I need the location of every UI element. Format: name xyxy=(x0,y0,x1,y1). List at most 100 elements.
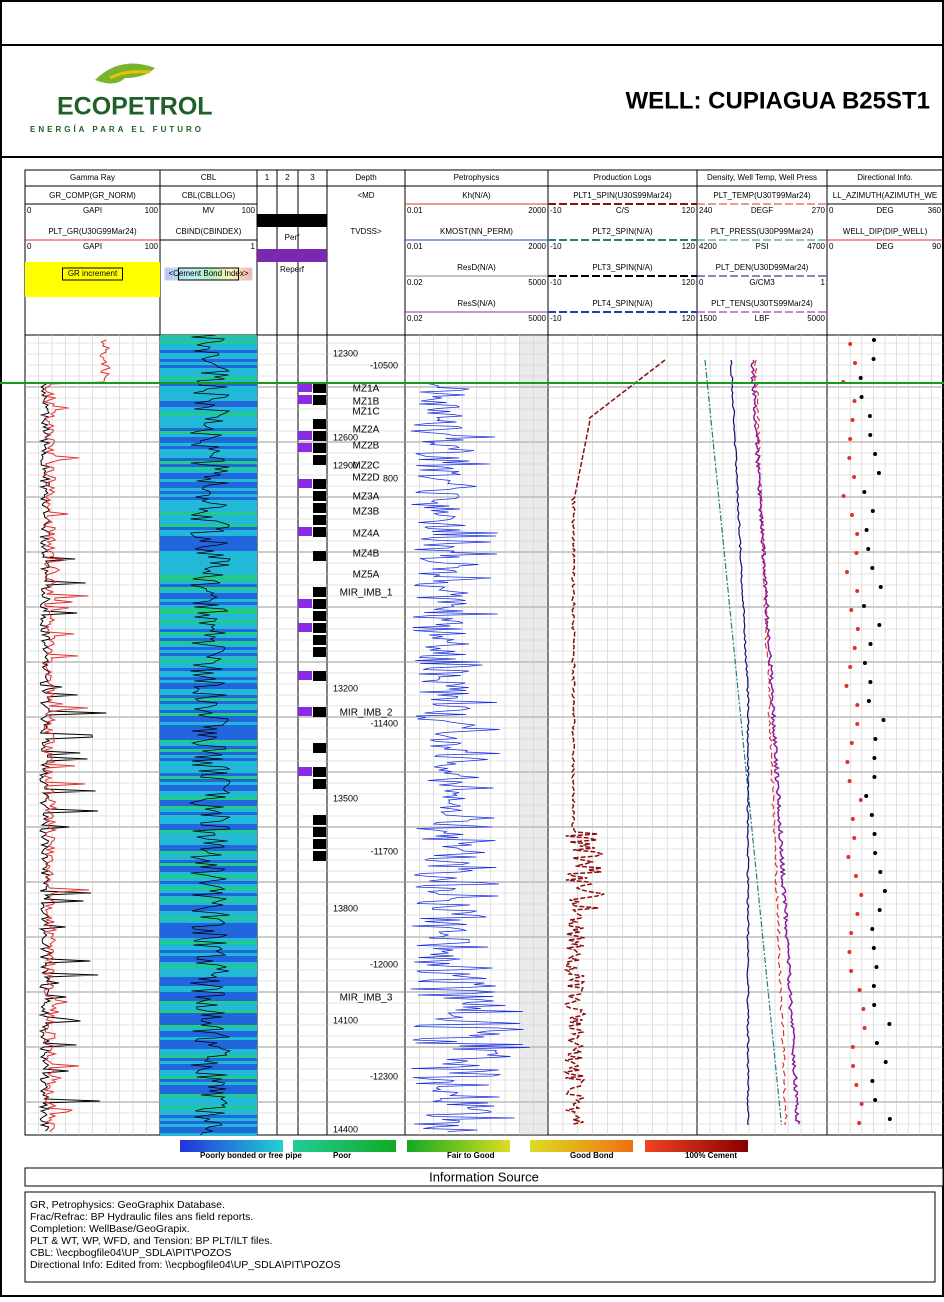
azimuth-dot xyxy=(883,889,887,893)
cbl-band xyxy=(160,593,257,596)
dip-dot xyxy=(852,399,856,403)
cbl-band xyxy=(160,857,257,860)
cbl-band xyxy=(160,920,257,923)
scale-max: 1 xyxy=(251,242,256,251)
cbl-band xyxy=(160,368,257,371)
scale-min: -10 xyxy=(550,206,562,215)
azimuth-dot xyxy=(873,737,877,741)
dip-dot xyxy=(854,874,858,878)
cbl-band xyxy=(160,971,257,974)
perf-interval xyxy=(313,623,326,633)
cbl-band xyxy=(160,470,257,473)
legend-box-label: <Cement Bond Index> xyxy=(168,269,248,278)
scale-max: 360 xyxy=(928,206,942,215)
cbl-band xyxy=(160,767,257,770)
scale-min: 0.02 xyxy=(407,278,423,287)
cbl-band xyxy=(160,965,257,968)
perf-interval xyxy=(313,599,326,609)
scale-max: 100 xyxy=(145,242,159,251)
scale-max: 120 xyxy=(682,278,696,287)
azimuth-dot xyxy=(872,357,876,361)
cbl-band xyxy=(160,698,257,701)
scale-unit: MV xyxy=(203,206,216,215)
scale-max: 100 xyxy=(242,206,256,215)
bond-legend-label: 100% Cement xyxy=(685,1151,737,1160)
cbl-band xyxy=(160,653,257,656)
curve-name: ResD(N/A) xyxy=(457,263,496,272)
cbl-band xyxy=(160,905,257,908)
cbl-band xyxy=(160,467,257,470)
perf-label: Perf xyxy=(285,233,300,242)
logo: ECOPETROL ENERGÍA PARA EL FUTURO xyxy=(30,64,213,135)
cbl-band xyxy=(160,932,257,935)
cbl-band xyxy=(160,395,257,398)
zone-label: MZ2D xyxy=(352,473,379,484)
tens-trace xyxy=(751,360,799,1124)
tvdss-label: -11700 xyxy=(371,846,398,856)
cbl-band xyxy=(160,1088,257,1091)
curve-name: PLT_TEMP(U30T99Mar24) xyxy=(713,191,811,200)
perf-interval xyxy=(313,515,326,525)
cbl-band xyxy=(160,707,257,710)
perf-interval xyxy=(313,479,326,489)
cbl-band xyxy=(160,1124,257,1127)
perf-key xyxy=(257,214,327,227)
dip-dot xyxy=(845,570,849,574)
perf-interval xyxy=(313,743,326,753)
dip-dot xyxy=(850,513,854,517)
cbl-band xyxy=(160,437,257,440)
cbl-band xyxy=(160,947,257,950)
dip-dot xyxy=(847,456,851,460)
cbl-band xyxy=(160,440,257,443)
track-title: 2 xyxy=(285,173,290,182)
cbl-band xyxy=(160,491,257,494)
cbl-band xyxy=(160,1103,257,1106)
scale-max: 120 xyxy=(682,314,696,323)
perf-interval xyxy=(313,431,326,441)
cbl-band xyxy=(160,893,257,896)
cbl-band xyxy=(160,557,257,560)
cbl-band xyxy=(160,887,257,890)
azimuth-dot xyxy=(871,509,875,513)
dip-dot xyxy=(851,1064,855,1068)
azimuth-dot xyxy=(868,680,872,684)
dip-dot xyxy=(846,855,850,859)
scale-unit: LBF xyxy=(755,314,770,323)
dip-dot xyxy=(854,551,858,555)
reperf-interval xyxy=(298,767,312,776)
perf-interval xyxy=(313,839,326,849)
bond-legend-label: Fair to Good xyxy=(447,1151,495,1160)
reperf-label: Reperf xyxy=(280,265,305,274)
dip-dot xyxy=(855,912,859,916)
cbl-band xyxy=(160,1025,257,1028)
tvdss-label: -10500 xyxy=(370,360,398,370)
cbl-band xyxy=(160,722,257,725)
dip-dot xyxy=(850,741,854,745)
cbl-band xyxy=(160,764,257,767)
scale-max: 1 xyxy=(821,278,826,287)
zone-label: MZ5A xyxy=(353,570,380,581)
azimuth-dot xyxy=(873,1098,877,1102)
dip-dot xyxy=(851,1045,855,1049)
plt-gr-trace xyxy=(44,340,110,1132)
perf-interval xyxy=(313,587,326,597)
cbl-band xyxy=(160,542,257,545)
well-title: WELL: CUPIAGUA B25ST1 xyxy=(626,87,930,114)
dip-dot xyxy=(861,1007,865,1011)
perf-interval xyxy=(313,383,326,393)
perf-interval xyxy=(313,635,326,645)
cbl-band xyxy=(160,458,257,461)
cbl-band xyxy=(160,1079,257,1082)
curve-name: CBL(CBLLOG) xyxy=(182,191,236,200)
cbl-band xyxy=(160,686,257,689)
scale-min: 0.02 xyxy=(407,314,423,323)
cbl-band xyxy=(160,560,257,563)
cbl-band xyxy=(160,521,257,524)
dip-dot xyxy=(842,494,846,498)
perf-interval xyxy=(313,527,326,537)
dip-dot xyxy=(855,532,859,536)
azimuth-dot xyxy=(867,699,871,703)
scale-min: 0 xyxy=(699,278,704,287)
cbl-band xyxy=(160,992,257,995)
cbl-band xyxy=(160,950,257,953)
